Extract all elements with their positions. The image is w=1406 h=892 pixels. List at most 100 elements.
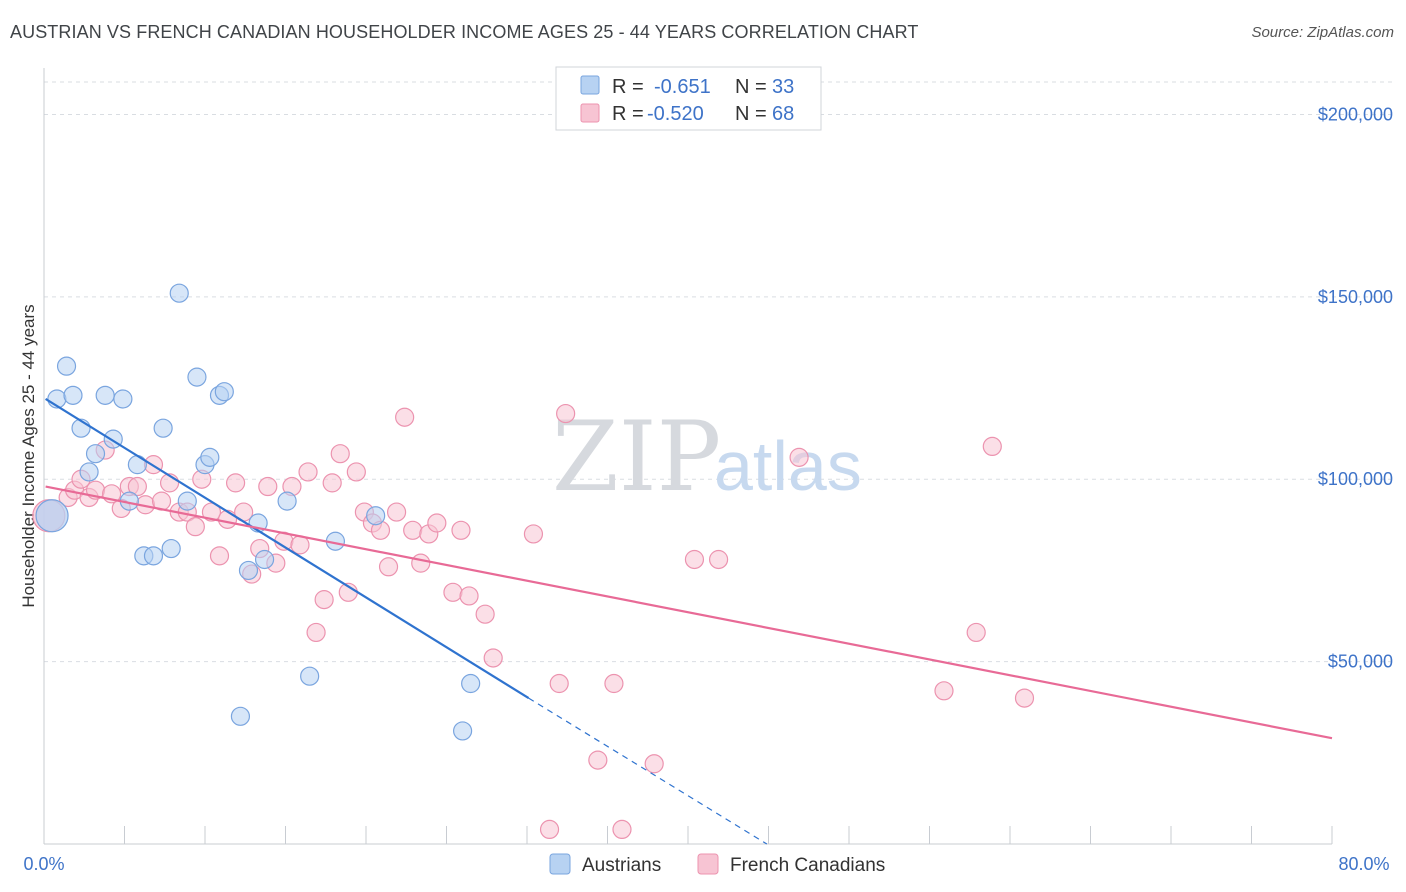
y-tick-label: $50,000 bbox=[1328, 652, 1393, 672]
french-canadians-point bbox=[258, 476, 278, 497]
french-canadians-point bbox=[483, 648, 503, 668]
y-axis-label: Householder Income Ages 25 - 44 years bbox=[19, 304, 38, 607]
austrians-point bbox=[169, 283, 189, 303]
watermark: ZIP atlas bbox=[552, 401, 862, 513]
legend-box bbox=[555, 66, 822, 131]
austrians-point bbox=[366, 506, 386, 526]
french-canadians-point bbox=[708, 549, 729, 570]
austrians-point bbox=[461, 673, 481, 694]
french-canadians-point bbox=[386, 502, 407, 522]
legend-r-label-french: R = bbox=[612, 103, 644, 125]
french-canadians-point bbox=[475, 604, 495, 624]
legend-r-value-french: -0.520 bbox=[647, 103, 704, 125]
french-canadians-point bbox=[298, 462, 318, 482]
austrians-trend-line bbox=[45, 398, 530, 700]
french-canadians-trend-line bbox=[45, 485, 1333, 740]
austrians-point bbox=[177, 491, 197, 511]
french-canadians-point bbox=[934, 681, 954, 701]
austrians-point bbox=[35, 499, 69, 533]
correlation-legend: R = -0.651 N = 33 R = -0.520 N = 68 bbox=[555, 66, 822, 131]
french-canadians-points bbox=[32, 403, 1035, 840]
legend-n-value-austrians: 33 bbox=[772, 76, 794, 98]
austrians-point bbox=[143, 546, 164, 566]
french-canadians-point bbox=[209, 546, 230, 566]
austrians-point bbox=[63, 385, 83, 405]
french-canadians-point bbox=[451, 520, 471, 540]
french-canadians-point bbox=[346, 462, 366, 482]
austrians-point bbox=[453, 721, 473, 741]
austrians-point bbox=[187, 367, 207, 387]
french-canadians-point bbox=[588, 750, 608, 770]
y-tick-label: $200,000 bbox=[1318, 104, 1393, 124]
austrians-points bbox=[35, 283, 481, 741]
french-canadians-point bbox=[523, 524, 544, 544]
austrians-point bbox=[95, 385, 115, 405]
austrians-point bbox=[200, 447, 220, 467]
legend-label-austrians: Austrians bbox=[582, 855, 661, 876]
y-tick-labels: $50,000 $100,000 $150,000 $200,000 bbox=[1318, 104, 1393, 671]
austrians-point bbox=[238, 560, 259, 581]
legend-swatch-austrians bbox=[580, 75, 600, 95]
austrians-point bbox=[161, 538, 181, 559]
y-tick-label: $150,000 bbox=[1318, 287, 1393, 307]
french-canadians-point bbox=[403, 520, 423, 540]
french-canadians-point bbox=[127, 476, 147, 497]
austrians-point bbox=[277, 491, 297, 511]
austrians-trend-extension bbox=[528, 697, 768, 845]
french-canadians-point bbox=[459, 586, 479, 606]
french-canadians-point bbox=[684, 549, 705, 570]
french-canadians-point bbox=[225, 473, 246, 493]
trend-lines bbox=[45, 398, 1333, 845]
x-tick-label-min: 0.0% bbox=[23, 854, 64, 874]
x-ticks bbox=[43, 826, 1333, 844]
french-canadians-point bbox=[556, 403, 576, 424]
austrians-point bbox=[214, 382, 234, 402]
watermark-atlas: atlas bbox=[714, 427, 862, 505]
french-canadians-point bbox=[982, 436, 1002, 457]
legend-n-label-austrians: N = bbox=[735, 76, 767, 98]
french-canadians-point bbox=[411, 553, 431, 573]
french-canadians-point bbox=[427, 513, 447, 533]
french-canadians-point bbox=[395, 407, 415, 427]
legend-r-label-austrians: R = bbox=[612, 76, 644, 98]
french-canadians-point bbox=[217, 509, 238, 529]
french-canadians-point bbox=[185, 517, 205, 537]
french-canadians-point bbox=[966, 622, 986, 643]
legend-swatch-austrians-bottom bbox=[549, 853, 571, 875]
french-canadians-point bbox=[330, 444, 350, 464]
chart-source: Source: ZipAtlas.com bbox=[1251, 24, 1394, 41]
legend-r-value-austrians: -0.651 bbox=[654, 76, 711, 98]
austrians-point bbox=[85, 444, 106, 464]
watermark-zip: ZIP bbox=[552, 401, 721, 513]
austrians-point bbox=[300, 666, 320, 686]
french-canadians-point bbox=[644, 754, 664, 774]
french-canadians-point bbox=[443, 582, 463, 602]
french-canadians-point bbox=[314, 590, 334, 610]
french-canadians-point bbox=[322, 473, 342, 493]
austrians-point bbox=[56, 356, 77, 376]
french-canadians-point bbox=[378, 557, 399, 577]
austrians-point bbox=[153, 418, 173, 438]
x-tick-label-max: 80.0% bbox=[1338, 854, 1389, 874]
legend-n-value-french: 68 bbox=[772, 103, 794, 125]
austrians-point bbox=[79, 462, 99, 482]
austrians-point bbox=[254, 549, 275, 570]
y-tick-label: $100,000 bbox=[1318, 469, 1393, 489]
french-canadians-point bbox=[549, 673, 569, 694]
austrians-point bbox=[127, 455, 147, 475]
austrians-point bbox=[113, 389, 133, 409]
legend-label-french: French Canadians bbox=[730, 855, 885, 876]
french-canadians-point bbox=[789, 447, 809, 467]
french-canadians-point bbox=[612, 819, 632, 840]
french-canadians-point bbox=[306, 622, 326, 643]
series-legend: Austrians French Canadians bbox=[549, 853, 885, 876]
austrians-point bbox=[230, 706, 251, 726]
french-canadians-point bbox=[201, 502, 222, 522]
legend-swatch-french-bottom bbox=[697, 853, 719, 875]
french-canadians-point bbox=[604, 673, 624, 694]
french-canadians-point bbox=[539, 819, 560, 840]
chart-title: AUSTRIAN VS FRENCH CANADIAN HOUSEHOLDER … bbox=[10, 22, 919, 42]
legend-n-label-french: N = bbox=[735, 103, 767, 125]
legend-swatch-french bbox=[580, 103, 600, 123]
